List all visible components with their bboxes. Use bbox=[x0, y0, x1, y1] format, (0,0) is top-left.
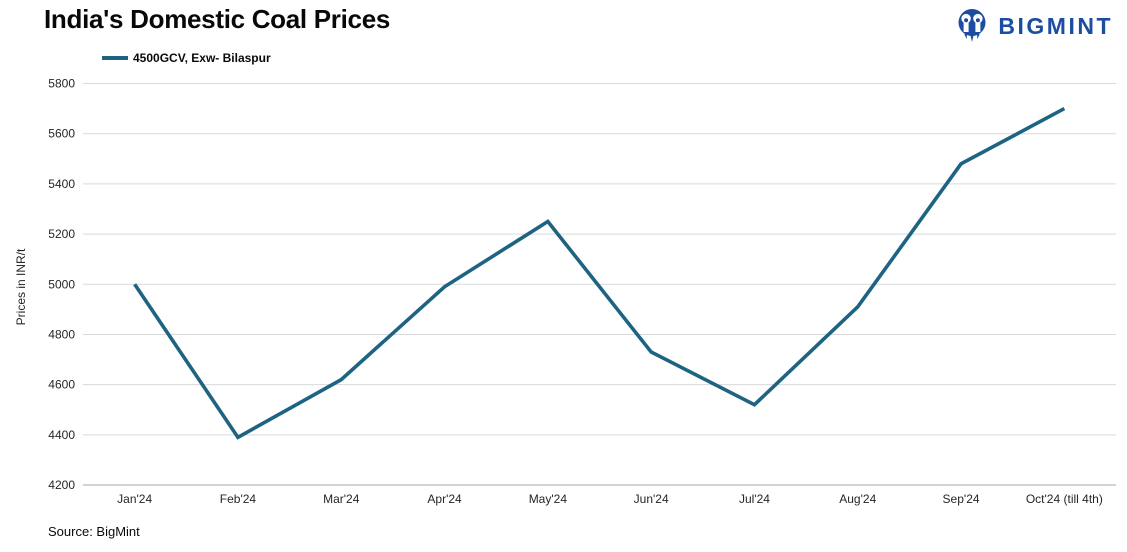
price-line-series bbox=[133, 107, 1066, 440]
bigmint-rocket-owl-icon bbox=[958, 9, 986, 42]
brand-logo: BIGMINT bbox=[953, 6, 1113, 46]
y-tick-label: 5000 bbox=[48, 277, 75, 291]
source-note: Source: BigMint bbox=[48, 524, 140, 539]
y-tick-label: 4200 bbox=[48, 478, 75, 492]
x-tick-label: Mar'24 bbox=[323, 492, 360, 506]
y-tick-label: 5200 bbox=[48, 227, 75, 241]
chart-plot: 4200 4400 4600 4800 5000 5200 5400 5600 5800 Jan'… bbox=[48, 77, 1116, 506]
x-tick-label: Sep'24 bbox=[943, 492, 980, 506]
x-tick-label: Oct'24 (till 4th) bbox=[1026, 492, 1103, 506]
x-tick-label: Apr'24 bbox=[427, 492, 462, 506]
y-tick-label: 4800 bbox=[48, 327, 75, 341]
y-tick-label: 5600 bbox=[48, 127, 75, 141]
y-tick-label: 5800 bbox=[48, 77, 75, 91]
x-tick-label: Feb'24 bbox=[220, 492, 257, 506]
y-tick-label: 5400 bbox=[48, 177, 75, 191]
legend-line-marker bbox=[102, 56, 128, 60]
chart-title: India's Domestic Coal Prices bbox=[44, 4, 391, 34]
x-tick-label: Jan'24 bbox=[117, 492, 152, 506]
y-tick-label: 4400 bbox=[48, 428, 75, 442]
legend-label: 4500GCV, Exw- Bilaspur bbox=[133, 51, 271, 65]
y-tick-label: 4600 bbox=[48, 378, 75, 392]
x-tick-label: Jul'24 bbox=[739, 492, 770, 506]
x-tick-label: Jun'24 bbox=[634, 492, 669, 506]
brand-name: BIGMINT bbox=[998, 12, 1113, 39]
x-tick-label: Aug'24 bbox=[839, 492, 876, 506]
x-tick-label: May'24 bbox=[529, 492, 568, 506]
legend: 4500GCV, Exw- Bilaspur bbox=[102, 50, 271, 66]
